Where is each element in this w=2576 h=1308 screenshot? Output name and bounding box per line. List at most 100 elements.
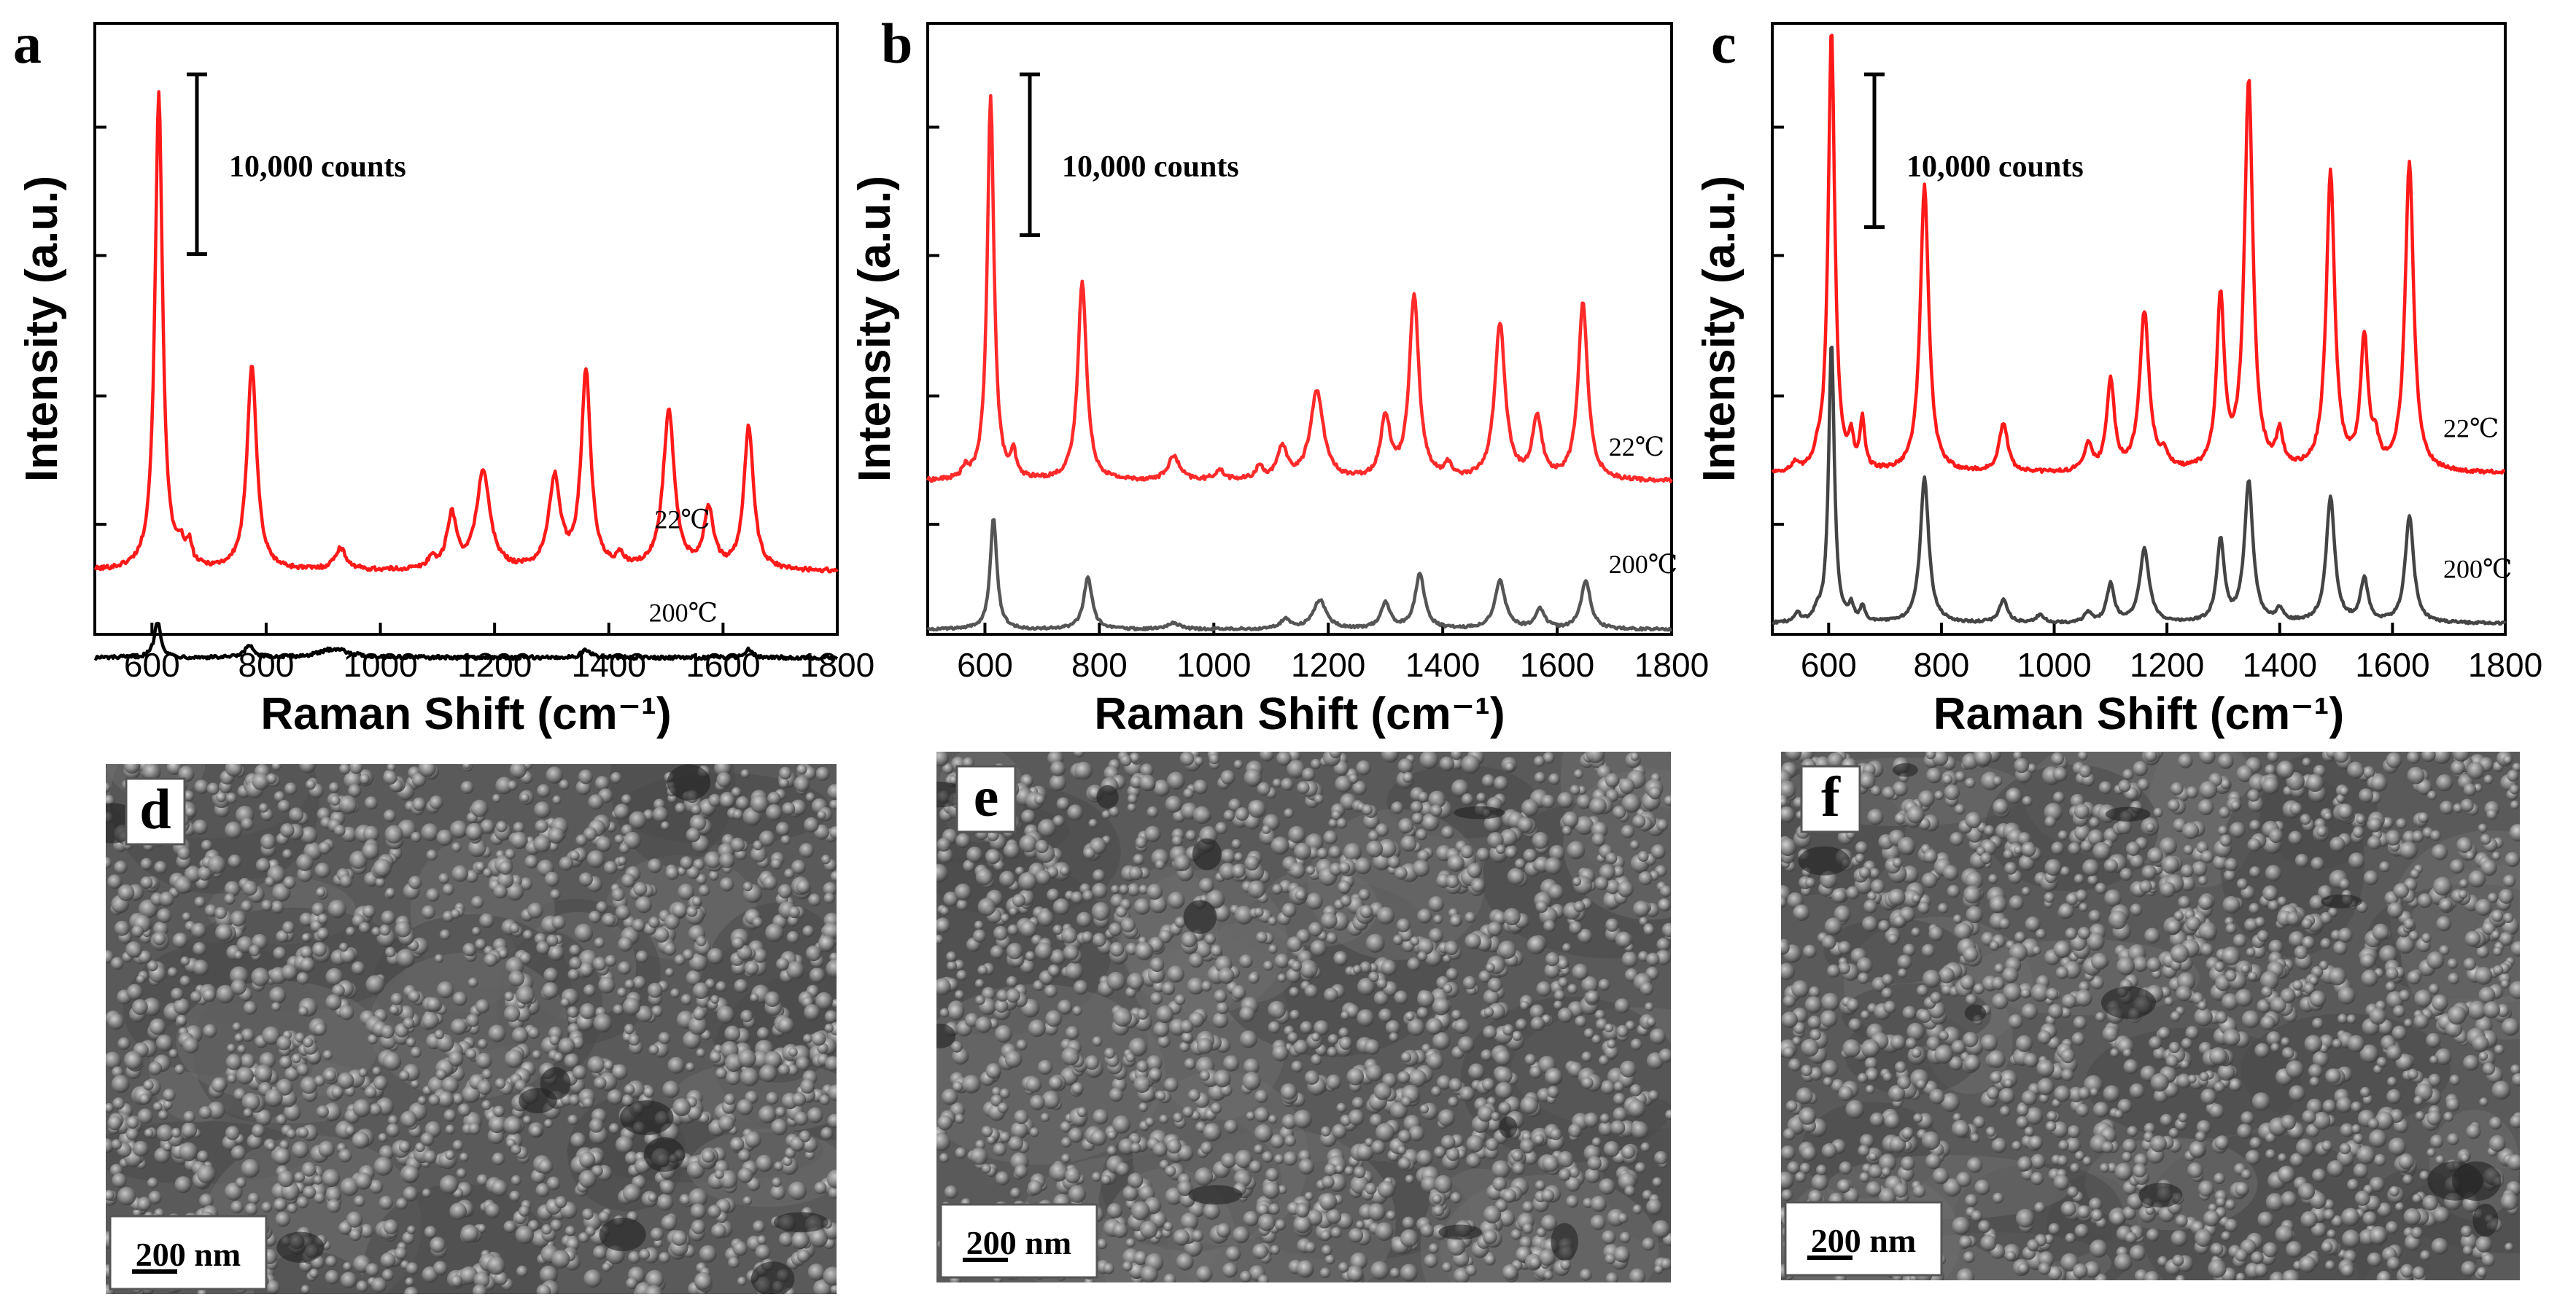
sem-grain	[2393, 883, 2409, 899]
sem-grain	[602, 913, 616, 927]
sem-grain	[313, 1175, 323, 1185]
sem-grain	[1115, 1162, 1130, 1177]
sem-grain	[1543, 752, 1555, 764]
sem-grain	[1397, 1157, 1411, 1170]
sem-grain	[1605, 879, 1621, 895]
sem-grain	[1180, 1212, 1199, 1231]
sem-grain	[936, 935, 944, 944]
sem-grain	[437, 1091, 454, 1107]
sem-grain	[711, 1223, 726, 1239]
sem-grain	[1389, 1102, 1408, 1120]
sem-grain	[830, 871, 837, 881]
sem-grain	[1311, 758, 1322, 769]
sem-grain	[1037, 910, 1054, 927]
sem-grain	[1133, 854, 1144, 865]
sem-grain	[277, 1170, 295, 1188]
sem-grain	[410, 1046, 422, 1058]
sem-grain	[1083, 846, 1095, 860]
sem-grain	[1009, 907, 1018, 916]
sem-grain	[1336, 817, 1348, 829]
sem-grain	[1244, 768, 1262, 787]
sem-grain	[1408, 1125, 1424, 1142]
sem-grain	[1648, 1090, 1659, 1101]
sem-grain	[2288, 931, 2305, 948]
sem-grain	[1197, 1038, 1213, 1054]
sem-grain	[1174, 994, 1186, 1005]
sem-grain	[2370, 774, 2388, 792]
sem-grain	[1950, 832, 1964, 846]
sem-grain	[670, 988, 680, 998]
sem-grain	[615, 1135, 634, 1154]
sem-grain	[1081, 931, 1094, 943]
sem-grain	[1837, 962, 1850, 975]
sem-grain	[465, 1048, 477, 1060]
sem-grain	[1018, 872, 1037, 891]
sem-grain	[1905, 1038, 1917, 1049]
sem-grain	[325, 1269, 340, 1285]
sem-grain	[271, 764, 282, 771]
sem-grain	[2244, 918, 2258, 932]
sem-grain	[2130, 903, 2143, 916]
sem-grain	[632, 919, 645, 933]
sem-grain	[2246, 947, 2256, 957]
sem-grain	[362, 905, 376, 919]
sem-grain	[247, 1192, 260, 1205]
sem-grain	[1112, 1115, 1130, 1134]
sem-grain	[2331, 1215, 2343, 1228]
sem-grain	[1375, 823, 1389, 837]
sem-grain	[1486, 1117, 1501, 1132]
sem-grain	[804, 817, 819, 833]
sem-grain	[759, 1064, 777, 1083]
sem-grain	[309, 1268, 319, 1279]
sem-grain	[1277, 973, 1287, 983]
sem-grain	[602, 1262, 611, 1272]
sem-grain	[354, 1172, 372, 1190]
sem-grain	[1106, 1203, 1122, 1219]
sem-grain	[333, 825, 346, 836]
sem-grain	[1231, 985, 1246, 1000]
sem-grain	[535, 1183, 550, 1198]
sem-grain	[1491, 1112, 1500, 1121]
sem-grain	[241, 900, 252, 912]
sem-grain	[1135, 836, 1147, 849]
sem-grain	[1130, 1142, 1141, 1153]
sem-grain	[954, 883, 972, 901]
sem-grain	[1432, 1194, 1442, 1204]
sem-grain	[2053, 1174, 2070, 1191]
sem-grain	[1838, 1086, 1853, 1102]
sem-grain	[1118, 1138, 1136, 1155]
sem-grain	[325, 1186, 342, 1203]
sem-grain	[1088, 819, 1098, 828]
sem-grain	[468, 977, 478, 988]
sem-grain	[2074, 1151, 2085, 1161]
sem-grain	[2443, 1111, 2454, 1122]
sem-grain	[1980, 771, 2000, 790]
sem-grain	[180, 956, 190, 966]
sem-grain	[1320, 1230, 1331, 1241]
sem-grain	[1421, 1175, 1438, 1194]
sem-grain	[1165, 795, 1182, 813]
sem-grain	[1970, 1133, 1980, 1143]
sem-grain	[1157, 1035, 1171, 1048]
sem-grain	[2157, 1256, 2168, 1267]
sem-grain	[441, 1076, 459, 1094]
sem-grain	[1291, 1060, 1303, 1073]
sem-grain	[1553, 989, 1565, 1001]
sem-grain	[345, 927, 356, 937]
sem-grain	[1483, 989, 1500, 1005]
sem-grain	[1335, 1164, 1344, 1174]
sem-grain	[406, 1262, 419, 1275]
sem-grain	[1091, 902, 1111, 921]
sem-grain	[783, 1156, 793, 1167]
sem-grain	[2353, 1163, 2369, 1178]
sem-grain	[990, 1094, 1003, 1107]
sem-grain	[808, 893, 821, 907]
sem-grain	[247, 1133, 263, 1150]
sem-grain	[2278, 1153, 2287, 1163]
sem-grain	[1617, 881, 1634, 898]
sem-grain	[327, 1199, 341, 1213]
sem-grain	[578, 1169, 597, 1188]
sem-grain	[418, 764, 436, 777]
sem-grain	[1056, 797, 1070, 811]
sem-grain	[796, 879, 811, 895]
